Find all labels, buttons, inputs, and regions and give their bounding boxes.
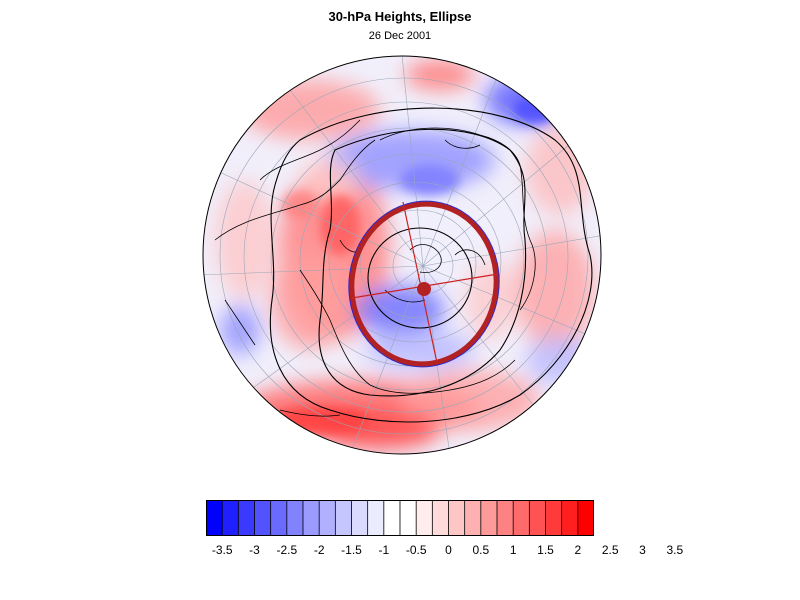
colorbar-box: [254, 500, 272, 536]
colorbar-box: [528, 500, 547, 536]
colorbar-box: [270, 500, 288, 536]
colorbar-tick-label: 0: [445, 543, 452, 557]
colorbar-box: [545, 500, 563, 536]
colorbar-tick-label: 0.5: [472, 543, 490, 557]
colorbar-tick-label: 1.5: [537, 543, 554, 557]
colorbar-box: [496, 500, 514, 536]
colorbar-tick-label: 1: [509, 543, 517, 557]
colorbar-tick-label: 3.5: [666, 543, 684, 557]
graticule: [203, 56, 601, 454]
colorbar-box: [351, 500, 369, 536]
colorbar-labels: -3.5 -3 -2.5 -2 -1.5 -1 -0.5 0 0.5 1 1.5 2 2.5 3 3.5: [0, 543, 800, 563]
colorbar-box: [302, 500, 320, 536]
colorbar-box: [480, 500, 498, 536]
globe-outline: [202, 55, 602, 455]
colorbar-box: [561, 500, 579, 536]
colorbar-tick-label: -2: [313, 543, 325, 557]
chart-subtitle: 26 Dec 2001: [368, 30, 432, 42]
hemisphere-map: [202, 55, 602, 455]
colorbar-tick-label: -1: [378, 543, 390, 557]
colorbar-tick-label: -2.5: [276, 543, 298, 557]
colorbar-tick-label: -1.5: [341, 543, 362, 557]
fitted-ellipse: [348, 200, 500, 368]
colorbar-box: [577, 500, 594, 536]
colorbar-box: [206, 500, 223, 536]
colorbar-tick-label: 2.5: [601, 543, 619, 557]
colorbar-tick-label: 2: [574, 543, 582, 557]
colorbar-tick-label: -3.5: [211, 543, 233, 557]
colorbar-box: [415, 500, 434, 536]
colorbar-tick-label: -3: [249, 543, 260, 557]
height-contours: [269, 107, 593, 423]
colorbar-box: [448, 500, 466, 536]
colorbar-box: [383, 500, 401, 536]
colorbar-box: [512, 500, 531, 536]
colorbar-tick-label: -0.5: [405, 543, 427, 557]
colorbar-box: [221, 500, 240, 536]
colorbar-box: [286, 500, 304, 536]
colorbar-box: [318, 500, 337, 536]
colorbar-box: [367, 500, 385, 536]
colorbar-box: [334, 500, 353, 536]
colorbar-box: [237, 500, 256, 536]
colorbar-box: [464, 500, 482, 536]
colorbar-box: [399, 500, 417, 536]
colorbar-tick-label: 3: [639, 543, 646, 557]
ellipse-center-marker: [417, 282, 431, 296]
colorbar-box: [431, 500, 450, 536]
colorbar: [206, 500, 594, 536]
chart-title: 30-hPa Heights, Ellipse: [328, 9, 472, 24]
